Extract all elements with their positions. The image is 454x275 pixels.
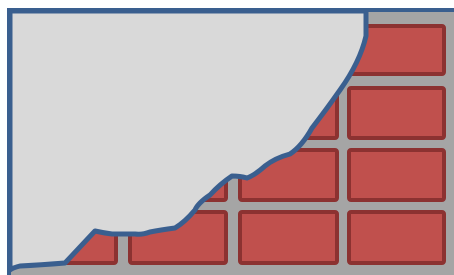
page: {} bbox=[0, 0, 454, 275]
brick bbox=[349, 88, 444, 138]
brick bbox=[349, 212, 444, 263]
brick bbox=[349, 150, 444, 200]
torn-wall-icon bbox=[0, 0, 454, 275]
brick bbox=[240, 212, 337, 263]
